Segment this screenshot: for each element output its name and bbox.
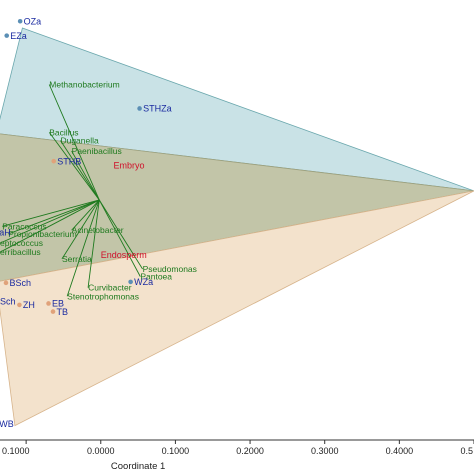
taxon-label-1: Bacillus xyxy=(49,127,78,137)
sample-marker-9 xyxy=(46,301,51,306)
sample-label-7: WZa xyxy=(134,277,153,287)
sample-label-12: WB xyxy=(0,419,14,429)
x-tick-label-2: 0.1000 xyxy=(162,446,190,456)
sample-marker-2 xyxy=(137,106,142,111)
taxon-label-2: Duganella xyxy=(60,136,99,146)
sample-marker-1 xyxy=(4,33,10,38)
sample-label-1: EZa xyxy=(10,31,27,41)
x-axis-ticks: 0.1000 0.0000 0.1000 0.2000 0.3000 0.4000 0.5 xyxy=(2,440,474,456)
taxon-vector-10 xyxy=(98,199,143,270)
taxon-vector-4 xyxy=(2,199,100,227)
x-tick-label-3: 0.2000 xyxy=(236,446,264,456)
x-tick-label-6: 0.5 xyxy=(460,446,473,456)
sample-label-11: Sch xyxy=(0,296,16,306)
sample-marker-3 xyxy=(51,158,57,164)
x-axis-title: Coordinate 1 xyxy=(111,461,165,472)
taxon-vector-5 xyxy=(71,199,100,231)
taxon-label-12: Curvibacter xyxy=(88,283,132,293)
taxon-label-13: Stenotrophomonas xyxy=(67,291,139,301)
sample-label-9: EB xyxy=(52,299,64,309)
taxon-vector-9 xyxy=(61,199,100,260)
sample-label-5: Endosperm xyxy=(101,250,147,260)
x-tick-label-0: 0.1000 xyxy=(2,446,30,456)
sample-label-13: aH xyxy=(0,228,11,238)
sample-marker-10 xyxy=(50,309,56,314)
taxon-label-6: Propionibacterium xyxy=(8,229,77,239)
sample-label-10: TB xyxy=(56,307,68,317)
taxon-vector-6 xyxy=(8,199,100,235)
sample-marker-group xyxy=(3,18,142,314)
taxon-vector-8 xyxy=(0,199,100,253)
taxon-label-7: eptococcus xyxy=(0,238,43,248)
x-tick-label-1: 0.0000 xyxy=(87,446,115,456)
sample-marker-8 xyxy=(17,302,22,308)
x-tick-label-4: 0.3000 xyxy=(311,446,339,456)
taxon-vector-0 xyxy=(48,84,100,201)
sample-marker-6 xyxy=(3,280,9,286)
taxon-label-3: Paenibacillus xyxy=(72,146,122,156)
taxon-label-8: erribacillus xyxy=(0,247,41,257)
label-group: Methanobacterium BacillusDuganellaPaeniba… xyxy=(0,16,197,428)
taxon-vector-13 xyxy=(66,199,100,297)
taxon-vector-2 xyxy=(60,140,100,201)
taxon-vector-12 xyxy=(87,199,100,288)
taxon-label-4: Paracoccus xyxy=(2,221,46,231)
taxa-vector-group xyxy=(0,84,143,297)
sample-marker-0 xyxy=(17,18,23,24)
taxon-vector-1 xyxy=(48,132,100,201)
taxon-label-5: Acinetobacter xyxy=(72,225,124,235)
sample-label-0: OZa xyxy=(24,16,42,26)
taxon-vector-3 xyxy=(71,150,100,201)
taxon-vector-11 xyxy=(98,199,141,277)
taxon-vector-7 xyxy=(0,199,100,244)
sample-marker-7 xyxy=(128,279,133,285)
hull-tan xyxy=(0,190,474,427)
sample-label-6: BSch xyxy=(9,278,31,288)
taxon-label-11: Pantoea xyxy=(140,272,172,282)
taxon-label-9: Serratia xyxy=(62,254,92,264)
x-tick-label-5: 0.4000 xyxy=(386,446,414,456)
hull-group xyxy=(0,27,474,427)
sample-label-8: ZH xyxy=(23,300,35,310)
sample-label-4: Embryo xyxy=(113,161,144,171)
sample-label-3: STHB xyxy=(57,156,81,166)
taxon-label-0: Methanobacterium xyxy=(49,79,119,89)
taxon-label-10: Pseudomonas xyxy=(143,264,197,274)
sample-label-2: STHZa xyxy=(143,104,172,114)
